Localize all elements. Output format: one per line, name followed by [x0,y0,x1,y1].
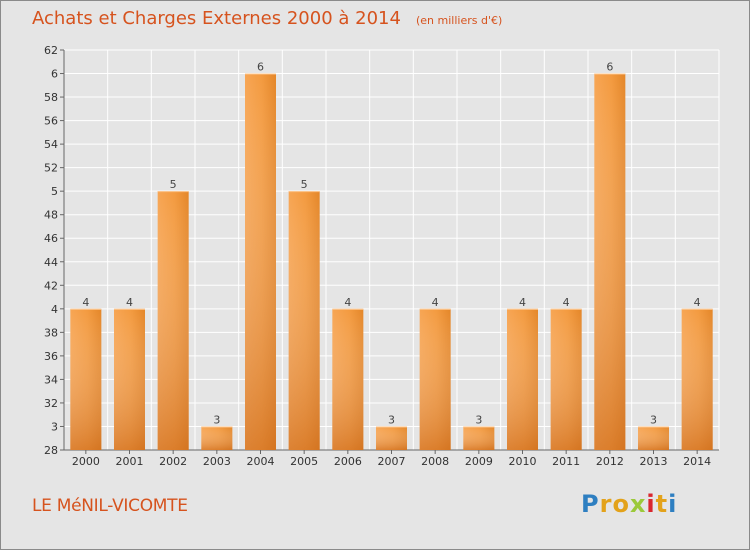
y-tick-label: 44 [44,256,58,269]
bar-shade [70,308,102,450]
data-label: 5 [170,178,177,191]
bar-shade [332,308,364,450]
bar-shade [594,73,626,450]
data-label: 4 [344,296,351,309]
bar-shade [419,308,451,450]
chart-subtitle: (en milliers d'€) [416,14,503,27]
commune-name: LE MéNIL-VICOMTE [32,496,188,516]
y-tick-label: 48 [44,209,58,222]
logo-letter: t [655,490,669,518]
proxiti-logo: Proxiti [581,490,677,518]
x-tick-label: 2010 [509,455,537,468]
data-label: 3 [213,413,220,426]
y-tick-label: 28 [44,444,58,457]
y-tick-label: 56 [44,115,58,128]
x-tick-label: 2012 [596,455,624,468]
bar-shade [507,308,538,450]
y-tick-label: 3 [51,420,58,433]
bar-shade [245,73,276,450]
y-tick-label: 36 [44,350,58,363]
data-label: 6 [606,61,613,74]
bar-shade [681,308,713,450]
x-tick-label: 2007 [378,455,406,468]
x-tick-label: 2005 [290,455,318,468]
x-tick-label: 2013 [640,455,668,468]
bar-shade [550,308,582,450]
logo-letter: i [646,490,656,518]
x-tick-label: 2009 [465,455,493,468]
logo-letter: o [612,490,630,518]
bar-shade [376,426,407,450]
logo-letter: P [581,490,600,518]
y-tick-label: 52 [44,162,58,175]
data-label: 3 [388,413,395,426]
bar-shade [288,191,320,451]
x-tick-label: 2003 [203,455,231,468]
x-tick-label: 2011 [552,455,580,468]
bar-shade [638,426,669,450]
bar-shade [201,426,233,450]
logo-letter: r [599,490,613,518]
y-tick-label: 32 [44,397,58,410]
data-label: 4 [126,296,133,309]
bar-shade [463,426,495,450]
x-tick-label: 2002 [159,455,187,468]
logo-letter: i [668,490,678,518]
y-tick-label: 62 [44,44,58,57]
y-tick-label: 38 [44,326,58,339]
y-tick-label: 5 [51,185,58,198]
bars [70,73,713,451]
y-tick-label: 4 [51,303,58,316]
data-label: 3 [650,413,657,426]
y-tick-label: 34 [44,373,58,386]
x-tick-label: 2006 [334,455,362,468]
y-tick-label: 58 [44,91,58,104]
y-tick-label: 6 [51,68,58,81]
logo-letter: x [629,490,647,518]
y-tick-label: 54 [44,138,58,151]
x-tick-label: 2004 [247,455,275,468]
data-label: 4 [82,296,89,309]
bar-shade [157,191,189,451]
data-label: 4 [519,296,526,309]
data-label: 6 [257,61,264,74]
data-label: 4 [432,296,439,309]
x-tick-label: 2000 [72,455,100,468]
x-tick-label: 2001 [116,455,144,468]
data-label: 5 [301,178,308,191]
chart-title: Achats et Charges Externes 2000 à 2014 [32,8,401,29]
bar-shade [114,308,145,450]
y-tick-label: 46 [44,232,58,245]
labels: 2833234363844244464855254565866242000420… [44,44,711,468]
y-tick-label: 42 [44,279,58,292]
x-tick-label: 2008 [421,455,449,468]
x-tick-label: 2014 [683,455,711,468]
data-label: 4 [694,296,701,309]
data-label: 3 [475,413,482,426]
data-label: 4 [563,296,570,309]
